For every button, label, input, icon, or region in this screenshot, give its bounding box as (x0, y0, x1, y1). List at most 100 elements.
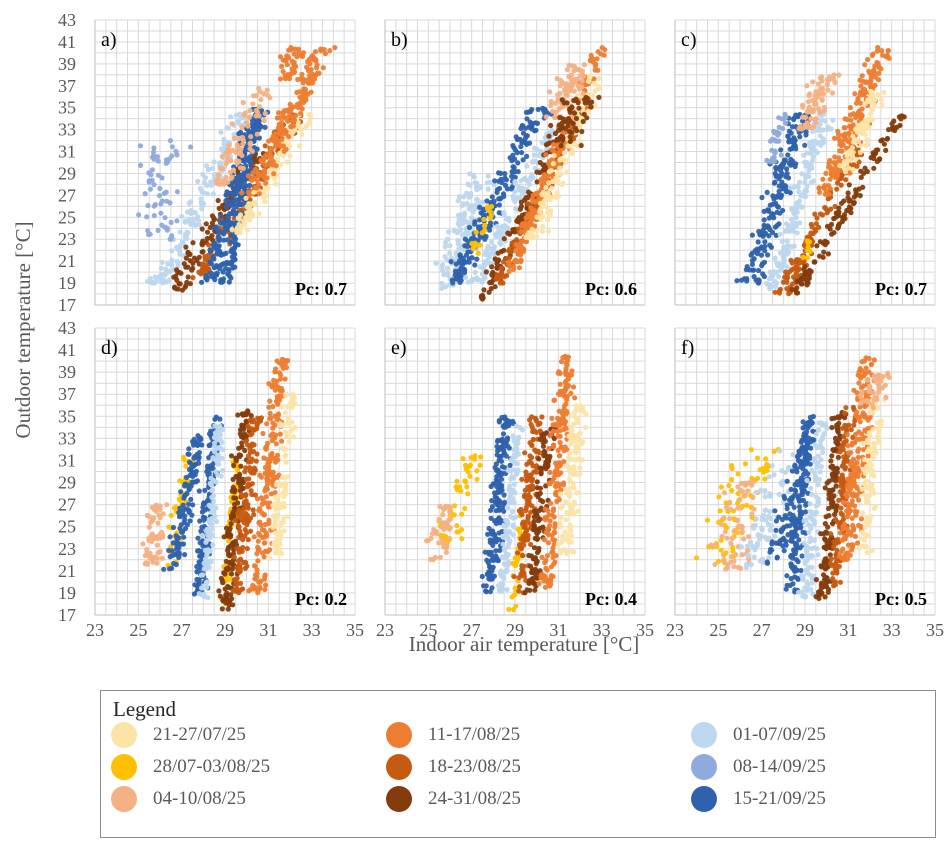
data-point (569, 151, 576, 157)
data-point (182, 219, 188, 225)
data-point (297, 104, 304, 110)
data-point (183, 506, 189, 512)
data-point (263, 445, 269, 451)
data-point (286, 417, 292, 423)
data-point (871, 151, 878, 158)
data-point (524, 153, 530, 159)
data-point (168, 512, 174, 519)
data-point (226, 279, 232, 285)
data-point (545, 228, 552, 234)
data-point (203, 528, 209, 534)
data-point (784, 170, 790, 177)
data-point (150, 559, 156, 565)
panel-points (433, 45, 608, 302)
data-point (495, 229, 501, 235)
data-point (463, 252, 470, 258)
data-point (802, 114, 809, 120)
data-point (518, 199, 524, 205)
data-point (564, 67, 571, 73)
data-point (254, 496, 261, 502)
data-point (871, 67, 877, 73)
data-point (869, 117, 876, 123)
data-point (173, 148, 179, 154)
data-point (529, 209, 535, 215)
data-point (242, 220, 248, 226)
data-point (159, 259, 165, 265)
data-point (299, 71, 305, 77)
data-point (218, 214, 224, 220)
data-point (455, 198, 461, 204)
data-point (272, 176, 278, 182)
data-point (221, 534, 227, 540)
panel-points (140, 356, 298, 612)
data-point (261, 576, 268, 582)
data-point (501, 501, 507, 507)
data-point (237, 227, 243, 233)
data-point (496, 185, 503, 192)
data-point (793, 214, 799, 221)
data-point (151, 213, 157, 219)
data-point (520, 249, 526, 255)
data-point (543, 185, 549, 191)
data-point (172, 285, 178, 291)
data-point (229, 227, 235, 233)
data-point (836, 72, 842, 78)
data-point (494, 443, 500, 450)
data-point (464, 190, 470, 196)
data-point (255, 544, 261, 550)
data-point (174, 267, 180, 273)
data-point (262, 187, 268, 193)
data-point (277, 54, 283, 60)
data-point (870, 96, 876, 102)
data-point (261, 194, 267, 201)
data-point (166, 547, 172, 554)
data-point (265, 548, 271, 555)
data-point (239, 190, 245, 196)
data-point (177, 478, 183, 484)
data-point (464, 484, 470, 490)
data-point (254, 178, 260, 184)
data-point (180, 454, 186, 460)
data-point (467, 473, 473, 479)
data-point (280, 445, 286, 451)
data-point (590, 56, 596, 62)
data-point (302, 90, 308, 97)
data-point (240, 544, 246, 551)
data-point (191, 455, 197, 461)
data-point (236, 478, 242, 484)
data-point (477, 217, 483, 223)
data-point (491, 182, 497, 188)
data-point (797, 134, 803, 140)
data-point (487, 179, 493, 185)
data-point (318, 48, 324, 54)
data-point (836, 132, 842, 138)
data-point (808, 268, 814, 275)
data-point (220, 276, 227, 282)
data-point (199, 585, 205, 591)
data-point (857, 149, 863, 155)
data-point (442, 254, 448, 260)
data-point (262, 199, 268, 205)
data-point (287, 72, 293, 78)
data-point (501, 236, 507, 242)
data-point (744, 278, 750, 284)
data-point (481, 216, 487, 223)
data-point (163, 157, 169, 163)
data-point (265, 92, 271, 98)
data-point (148, 172, 154, 178)
data-point (222, 266, 229, 272)
data-point (827, 226, 833, 232)
data-point (137, 143, 144, 149)
data-point (846, 204, 853, 210)
data-point (276, 536, 282, 543)
data-point (256, 211, 262, 217)
data-point (544, 204, 550, 210)
data-point (224, 596, 230, 603)
data-point (303, 123, 309, 129)
data-point (166, 566, 173, 572)
data-point (256, 191, 262, 197)
data-point (775, 204, 782, 210)
data-point (196, 222, 202, 228)
data-point (525, 201, 531, 207)
data-point (256, 85, 262, 91)
